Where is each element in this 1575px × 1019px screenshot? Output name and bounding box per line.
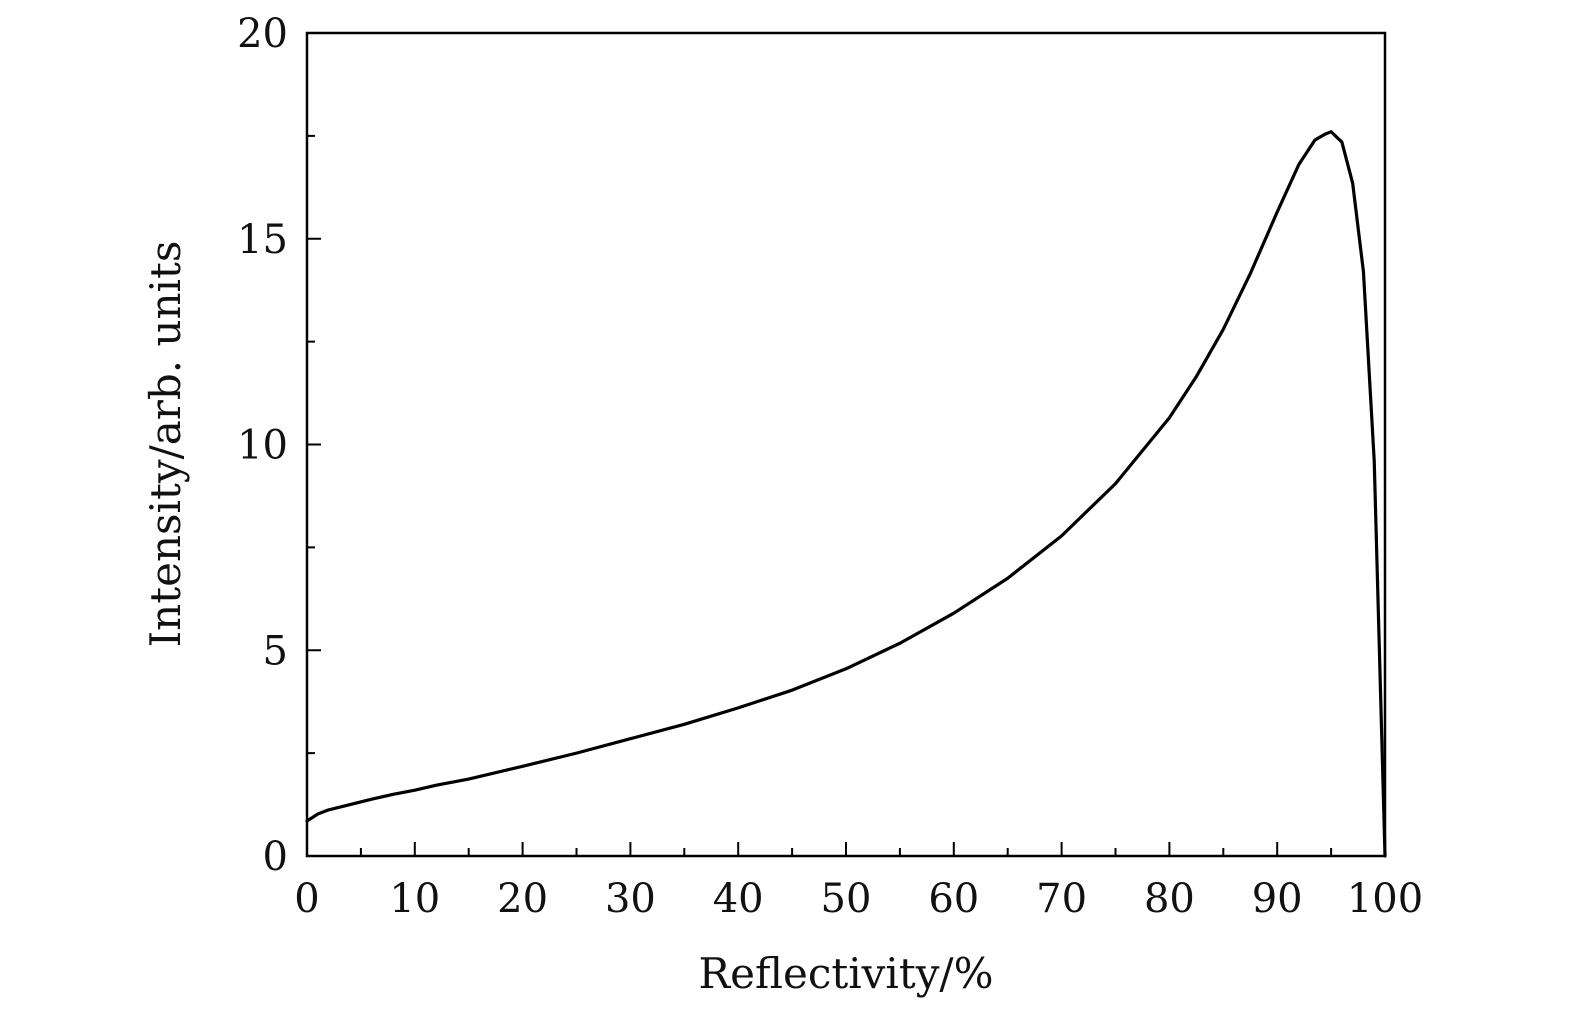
x-tick-label: 30 (605, 876, 656, 922)
plot-frame (305, 31, 1387, 858)
x-tick-label: 80 (1144, 876, 1195, 922)
x-tick-label: 100 (1347, 876, 1423, 922)
x-tick-label: 60 (928, 876, 979, 922)
tick-labels-layer: 0 10 20 30 40 50 60 70 80 90 100 0 5 10 15 20 (237, 11, 1423, 922)
x-tick-label: 10 (389, 876, 440, 922)
y-axis-title: Intensity/arb. units (141, 241, 190, 648)
y-tick-label: 15 (237, 217, 288, 263)
ticks-layer (306, 32, 1386, 857)
x-tick-label: 40 (713, 876, 764, 922)
x-tick-label: 50 (821, 876, 872, 922)
x-tick-label: 0 (294, 876, 319, 922)
x-tick-label: 90 (1252, 876, 1303, 922)
y-tick-label: 0 (263, 834, 288, 880)
y-tick-label: 10 (237, 423, 288, 469)
y-tick-label: 20 (237, 11, 288, 57)
series-line (305, 130, 1387, 858)
x-tick-label: 70 (1036, 876, 1087, 922)
x-axis-title: Reflectivity/% (698, 949, 993, 998)
x-tick-label: 20 (497, 876, 548, 922)
y-tick-label: 5 (263, 628, 288, 674)
